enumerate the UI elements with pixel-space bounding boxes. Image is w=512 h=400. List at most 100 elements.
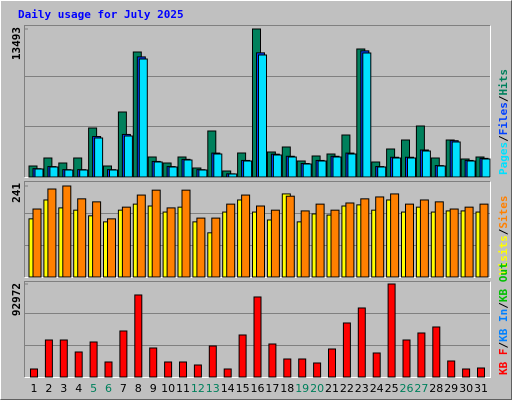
x-tick-label: 21: [325, 382, 339, 395]
bar: [107, 218, 116, 278]
x-tick-label: 16: [251, 382, 265, 395]
bar: [256, 205, 265, 278]
bar: [302, 163, 312, 178]
bar: [77, 198, 87, 278]
bar: [223, 368, 232, 378]
bar: [226, 203, 236, 278]
bar: [421, 150, 431, 178]
bar: [436, 165, 446, 178]
bar: [30, 368, 38, 378]
panel-bevel-dark: [24, 281, 491, 378]
bar: [387, 283, 396, 378]
bar: [123, 135, 133, 178]
bar: [138, 58, 148, 178]
bar: [464, 206, 474, 278]
x-tick-label: 19: [295, 382, 309, 395]
bar: [407, 157, 416, 178]
x-tick-label: 12: [191, 382, 205, 395]
legend-entry: Files: [497, 102, 510, 135]
x-tick-label: 5: [90, 382, 97, 395]
x-tick-label: 24: [370, 382, 384, 395]
bar: [285, 195, 295, 278]
legend-entry: Sites: [497, 196, 510, 229]
bar: [34, 168, 44, 178]
bar: [362, 52, 372, 178]
x-tick-label: 13: [206, 382, 220, 395]
bar: [183, 159, 193, 178]
bar: [166, 207, 176, 278]
bar: [79, 169, 89, 178]
x-tick-label: 25: [385, 382, 399, 395]
x-tick-label: 10: [161, 382, 175, 395]
bar: [62, 185, 72, 278]
bar: [94, 137, 104, 178]
bar: [109, 169, 118, 178]
bar: [92, 201, 102, 278]
x-tick-label: 1: [31, 382, 38, 395]
bar: [447, 360, 456, 378]
legend-entry: KB Out: [497, 262, 510, 302]
bar: [196, 217, 206, 278]
bar: [313, 362, 322, 378]
bar: [405, 203, 414, 278]
panel-bevel-dark: [24, 181, 491, 278]
x-tick-label: 20: [310, 382, 324, 395]
x-tick-label: 29: [444, 382, 458, 395]
legend-separator: /: [497, 228, 510, 235]
bar: [213, 153, 223, 178]
bar: [64, 169, 74, 178]
x-tick-label: 9: [150, 382, 157, 395]
legend-separator: /: [497, 95, 510, 102]
x-tick-label: 31: [474, 382, 488, 395]
bar: [390, 193, 400, 278]
bar: [317, 160, 327, 178]
x-tick-label: 23: [355, 382, 369, 395]
bar: [419, 199, 429, 278]
bar: [89, 341, 98, 378]
bar: [360, 198, 370, 278]
bar: [270, 209, 280, 278]
bar: [49, 166, 59, 178]
bar: [47, 188, 57, 278]
x-tick-label: 17: [265, 382, 279, 395]
bar: [345, 202, 355, 278]
bar: [179, 361, 187, 378]
bar: [243, 160, 253, 178]
bar: [211, 217, 221, 278]
bar: [375, 196, 385, 278]
bar: [451, 141, 461, 178]
bar: [164, 361, 173, 378]
bar: [104, 361, 113, 378]
x-tick-label: 30: [459, 382, 473, 395]
bar: [342, 322, 351, 378]
bar: [479, 203, 489, 278]
bar: [151, 189, 161, 278]
bar: [481, 158, 491, 178]
bar: [347, 153, 357, 178]
bar: [462, 368, 471, 378]
x-tick-label: 15: [236, 382, 250, 395]
y-max-label: 92972: [10, 283, 23, 316]
legend-entry: Hits: [497, 69, 510, 96]
legend-entry: KB F: [497, 349, 510, 376]
bar: [287, 156, 297, 178]
x-tick-label: 8: [135, 382, 142, 395]
bar: [357, 307, 366, 378]
bar: [119, 330, 128, 378]
bar: [330, 209, 340, 278]
bar: [332, 156, 342, 178]
x-tick-label: 11: [176, 382, 190, 395]
bar: [59, 339, 68, 378]
bar: [121, 206, 131, 278]
legend-separator: /: [497, 342, 510, 349]
x-tick-label: 27: [414, 382, 428, 395]
bar: [477, 367, 485, 378]
bar: [238, 334, 247, 378]
bar: [208, 345, 217, 378]
panel-bevel-dark: [24, 25, 491, 178]
x-tick-label: 2: [45, 382, 52, 395]
legend: Pages/Files/Hits: [497, 69, 510, 175]
bar: [283, 358, 292, 378]
